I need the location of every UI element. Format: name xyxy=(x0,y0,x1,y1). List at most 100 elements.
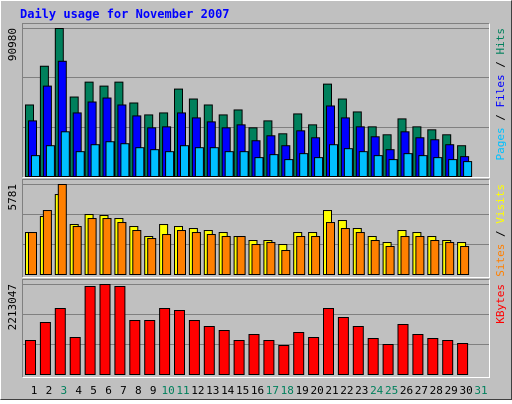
bar xyxy=(326,222,335,276)
x-tick-label: 19 xyxy=(296,384,309,397)
x-tick-label: 2 xyxy=(46,384,53,397)
bar xyxy=(162,234,172,275)
y-tick-label: 90980 xyxy=(6,28,19,61)
x-tick-label: 9 xyxy=(150,384,157,397)
x-tick-label: 23 xyxy=(355,384,368,397)
bar xyxy=(400,236,410,275)
panel-bevel-light xyxy=(22,23,490,178)
x-tick-label: 7 xyxy=(120,384,127,397)
bar xyxy=(165,151,175,178)
bar xyxy=(236,236,246,275)
bar xyxy=(367,338,379,376)
x-tick-label: 31 xyxy=(474,384,487,397)
legend-separator: / xyxy=(494,108,507,128)
x-tick-label: 4 xyxy=(75,384,82,397)
legend-separator: / xyxy=(494,55,507,75)
bar xyxy=(218,330,230,375)
panel-bevel-light xyxy=(22,279,490,378)
bar xyxy=(114,286,126,375)
bar xyxy=(460,246,470,275)
bar xyxy=(105,141,115,177)
bar xyxy=(430,240,440,275)
bar xyxy=(442,340,454,376)
bar xyxy=(25,340,36,376)
bar xyxy=(233,340,245,376)
bar xyxy=(308,337,320,375)
bar xyxy=(45,145,55,178)
x-tick-label: 8 xyxy=(135,384,142,397)
bar xyxy=(209,147,219,177)
panel-bevel-dark xyxy=(22,279,490,378)
x-tick-label: 30 xyxy=(459,384,472,397)
bar xyxy=(206,234,216,275)
bar xyxy=(403,153,413,178)
bar xyxy=(120,143,130,178)
bar xyxy=(269,154,279,177)
bar xyxy=(102,218,112,276)
bar xyxy=(132,230,142,275)
x-tick-label: 18 xyxy=(281,384,294,397)
bar xyxy=(296,236,306,275)
bar xyxy=(84,286,96,375)
bar xyxy=(412,334,424,376)
bar xyxy=(433,157,443,178)
bar xyxy=(278,345,290,376)
bar xyxy=(150,149,160,178)
bar xyxy=(28,232,37,276)
bar xyxy=(340,228,350,275)
bar xyxy=(203,326,215,375)
bar xyxy=(355,232,365,276)
x-tick-label: 28 xyxy=(430,384,443,397)
bar xyxy=(463,161,473,177)
legend-entry: KBytes xyxy=(494,284,507,324)
x-tick-label: 12 xyxy=(191,384,204,397)
x-tick-label: 17 xyxy=(266,384,279,397)
y-tick-label: 2213047 xyxy=(6,284,19,330)
bar xyxy=(251,244,261,275)
chart-title: Daily usage for November 2007 xyxy=(20,7,230,21)
bar xyxy=(370,240,380,275)
bar xyxy=(337,317,349,375)
bar xyxy=(388,159,398,178)
bar xyxy=(427,338,439,376)
legend: Pages / Files / Hits xyxy=(494,28,507,161)
x-tick-label: 5 xyxy=(90,384,97,397)
bar xyxy=(352,326,364,375)
x-tick-label: 10 xyxy=(161,384,174,397)
bar xyxy=(239,151,249,178)
bar xyxy=(284,159,294,178)
bar xyxy=(457,343,469,375)
bar xyxy=(221,236,231,275)
bar xyxy=(385,246,395,275)
bar xyxy=(188,320,200,376)
x-tick-label: 26 xyxy=(400,384,413,397)
bar xyxy=(418,155,428,177)
bar xyxy=(448,159,458,178)
bar xyxy=(224,151,234,178)
bar xyxy=(323,308,334,375)
bar xyxy=(263,340,275,376)
x-tick-label: 22 xyxy=(340,384,353,397)
legend-entry: Files xyxy=(494,74,507,107)
bar xyxy=(311,236,321,275)
x-tick-label: 20 xyxy=(310,384,323,397)
x-tick-label: 15 xyxy=(236,384,249,397)
bar xyxy=(397,324,409,375)
bar xyxy=(90,144,100,178)
bar xyxy=(87,218,97,276)
bar xyxy=(117,222,127,276)
bar xyxy=(358,151,368,178)
bar xyxy=(147,238,157,275)
bar xyxy=(329,144,338,178)
x-tick-label: 29 xyxy=(445,384,458,397)
bar xyxy=(382,344,394,375)
bar xyxy=(174,310,185,375)
legend: KBytes xyxy=(494,284,507,324)
bar xyxy=(54,308,66,375)
x-tick-label: 25 xyxy=(385,384,398,397)
x-tick-label: 16 xyxy=(251,384,264,397)
bar xyxy=(42,210,52,276)
panel-bevel-dark xyxy=(22,179,490,278)
legend-entry: Sites xyxy=(494,244,507,277)
bar xyxy=(159,308,171,375)
